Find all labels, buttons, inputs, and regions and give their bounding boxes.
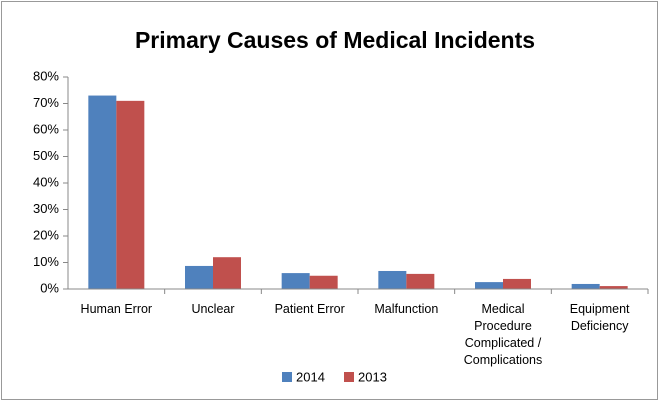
bar xyxy=(213,257,241,289)
x-tick-label: Medical Procedure Complicated / Complica… xyxy=(463,302,543,367)
bar xyxy=(406,273,435,289)
y-tick-label: 20% xyxy=(33,227,59,242)
legend-swatch xyxy=(282,372,292,382)
legend-swatch xyxy=(344,372,354,382)
bar xyxy=(571,283,600,289)
bar xyxy=(88,95,117,289)
bar xyxy=(475,282,503,289)
legend-label: 2014 xyxy=(296,369,325,384)
y-tick-label: 30% xyxy=(33,201,59,216)
bar xyxy=(116,100,145,289)
y-tick-label: 0% xyxy=(40,280,59,295)
x-tick-label: Patient Error xyxy=(274,302,345,316)
bar xyxy=(378,270,407,289)
bar xyxy=(185,265,213,289)
y-tick-label: 70% xyxy=(33,95,59,110)
x-tick-label: Human Error xyxy=(80,302,153,316)
legend-label: 2013 xyxy=(358,369,387,384)
y-tick-label: 80% xyxy=(33,68,59,83)
y-tick-label: 40% xyxy=(33,174,59,189)
y-tick-label: 50% xyxy=(33,148,59,163)
bar xyxy=(309,275,338,289)
x-tick-label: Equipment Deficiency xyxy=(569,302,630,333)
y-tick-label: 10% xyxy=(33,254,59,269)
x-tick-label: Malfunction xyxy=(374,302,439,316)
y-tick-label: 60% xyxy=(33,121,59,136)
x-tick-label: Unclear xyxy=(191,302,235,316)
bar xyxy=(281,273,310,289)
bar xyxy=(503,278,531,289)
chart-title: Primary Causes of Medical Incidents xyxy=(135,27,535,53)
bar xyxy=(599,286,628,289)
